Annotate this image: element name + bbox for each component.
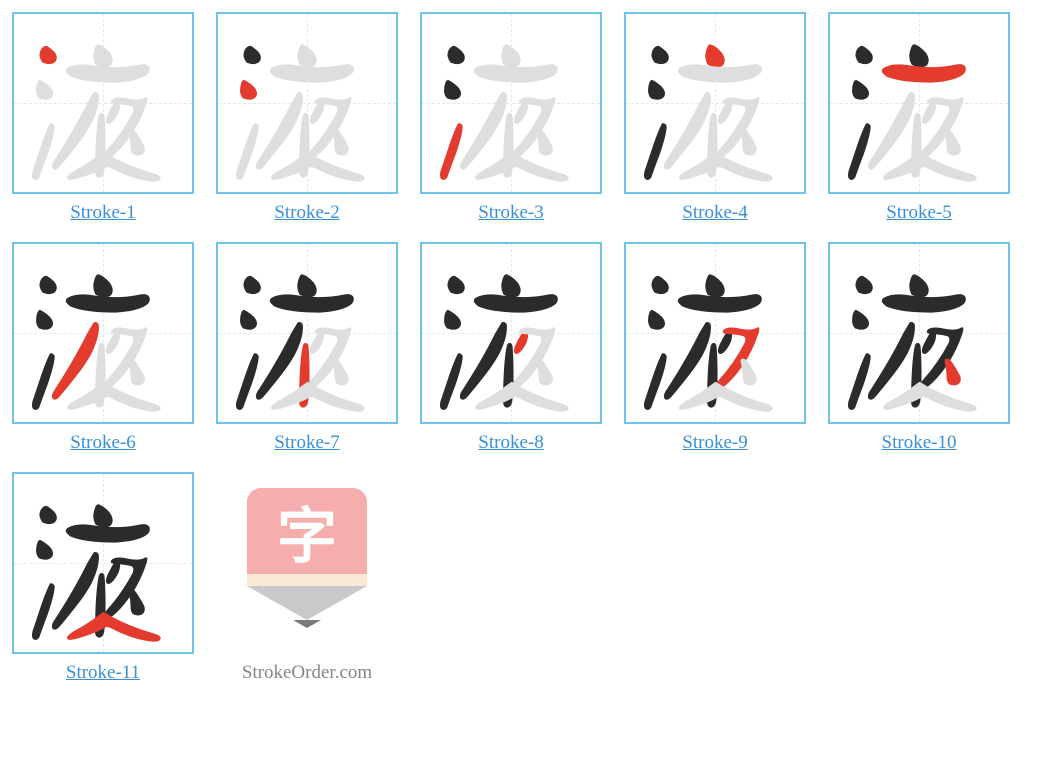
stroke-cell: Stroke-4 bbox=[624, 12, 806, 224]
stroke-cell: Stroke-5 bbox=[828, 12, 1010, 224]
stroke-box bbox=[420, 12, 602, 194]
pencil-logo-icon: 字 bbox=[216, 472, 398, 654]
stroke-caption-link[interactable]: Stroke-2 bbox=[274, 202, 339, 224]
stroke-caption-link[interactable]: Stroke-4 bbox=[682, 202, 747, 224]
stroke-box bbox=[12, 472, 194, 654]
stroke-cell: Stroke-7 bbox=[216, 242, 398, 454]
site-logo-box: 字 bbox=[216, 472, 398, 654]
stroke-order-grid: Stroke-1 Stroke-2 Stroke-3 Stroke-4 Stroke-5… bbox=[12, 12, 1038, 684]
stroke-cell: Stroke-8 bbox=[420, 242, 602, 454]
stroke-box bbox=[420, 242, 602, 424]
stroke-cell: Stroke-1 bbox=[12, 12, 194, 224]
stroke-caption-link[interactable]: Stroke-5 bbox=[886, 202, 951, 224]
stroke-cell: Stroke-10 bbox=[828, 242, 1010, 454]
site-logo-cell: 字 StrokeOrder.com bbox=[216, 472, 398, 684]
stroke-box bbox=[828, 242, 1010, 424]
stroke-box bbox=[12, 242, 194, 424]
stroke-caption-link[interactable]: Stroke-8 bbox=[478, 432, 543, 454]
stroke-cell: Stroke-3 bbox=[420, 12, 602, 224]
stroke-cell: Stroke-2 bbox=[216, 12, 398, 224]
stroke-caption-link[interactable]: Stroke-11 bbox=[66, 662, 140, 684]
stroke-caption-link[interactable]: Stroke-6 bbox=[70, 432, 135, 454]
stroke-box bbox=[216, 12, 398, 194]
stroke-box bbox=[624, 12, 806, 194]
stroke-box bbox=[828, 12, 1010, 194]
stroke-caption-link[interactable]: Stroke-3 bbox=[478, 202, 543, 224]
stroke-box bbox=[624, 242, 806, 424]
stroke-caption-link[interactable]: Stroke-7 bbox=[274, 432, 339, 454]
stroke-cell: Stroke-6 bbox=[12, 242, 194, 454]
stroke-caption-link[interactable]: Stroke-9 bbox=[682, 432, 747, 454]
stroke-cell: Stroke-9 bbox=[624, 242, 806, 454]
stroke-caption-link[interactable]: Stroke-1 bbox=[70, 202, 135, 224]
stroke-caption-link[interactable]: Stroke-10 bbox=[882, 432, 957, 454]
site-name-label: StrokeOrder.com bbox=[242, 662, 372, 684]
stroke-box bbox=[12, 12, 194, 194]
stroke-cell: Stroke-11 bbox=[12, 472, 194, 684]
stroke-box bbox=[216, 242, 398, 424]
